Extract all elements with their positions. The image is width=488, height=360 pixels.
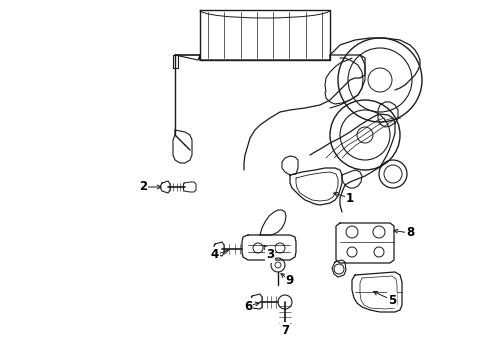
Text: 2: 2	[139, 180, 147, 194]
Text: 7: 7	[281, 324, 288, 337]
Text: 9: 9	[285, 274, 293, 288]
Text: 8: 8	[405, 226, 413, 239]
Text: 4: 4	[210, 248, 219, 261]
Text: 6: 6	[244, 300, 252, 312]
Text: 1: 1	[345, 192, 353, 204]
Text: 5: 5	[387, 293, 395, 306]
Text: 3: 3	[265, 248, 273, 261]
